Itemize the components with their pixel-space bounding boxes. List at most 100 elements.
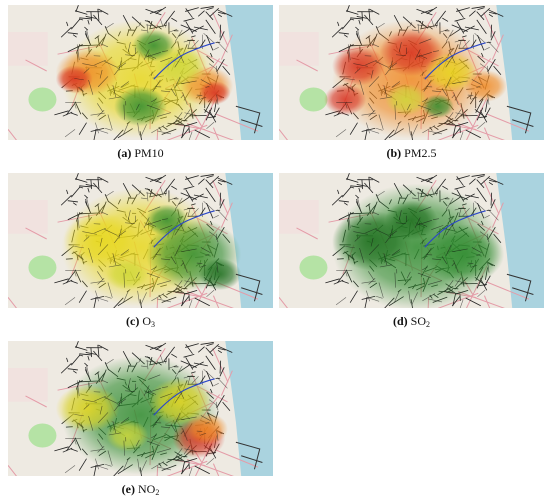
river xyxy=(424,42,486,80)
street xyxy=(476,253,481,256)
street xyxy=(155,6,167,15)
street xyxy=(100,211,109,216)
street xyxy=(183,186,195,190)
heat-area xyxy=(198,80,231,105)
heat-area xyxy=(106,419,149,452)
street xyxy=(394,122,400,135)
street xyxy=(206,35,214,51)
street xyxy=(445,76,452,89)
street xyxy=(200,342,214,345)
street xyxy=(217,349,222,354)
street xyxy=(208,116,216,119)
map xyxy=(8,173,273,308)
heat-area xyxy=(332,45,385,86)
street xyxy=(411,197,419,200)
street xyxy=(191,361,204,369)
field xyxy=(8,368,48,402)
street xyxy=(215,236,219,243)
street xyxy=(74,102,77,109)
street xyxy=(379,96,393,100)
street xyxy=(444,112,454,125)
street xyxy=(161,90,171,93)
street xyxy=(140,29,148,32)
street xyxy=(456,176,464,186)
street xyxy=(183,354,195,358)
street xyxy=(464,26,479,31)
street xyxy=(217,41,228,53)
street xyxy=(417,24,427,27)
street xyxy=(147,222,157,227)
street xyxy=(183,39,193,43)
street xyxy=(191,40,199,48)
street xyxy=(423,247,432,260)
street xyxy=(428,130,443,135)
street xyxy=(173,448,183,461)
street xyxy=(430,186,435,196)
street xyxy=(183,375,193,379)
street xyxy=(455,112,468,116)
street xyxy=(173,280,183,293)
street xyxy=(117,398,127,406)
road xyxy=(483,295,491,308)
caption-name: PM2.5 xyxy=(404,146,437,160)
street xyxy=(60,26,72,38)
street xyxy=(442,17,449,22)
street xyxy=(191,208,199,216)
street xyxy=(93,297,97,308)
road xyxy=(296,227,318,240)
street xyxy=(98,176,109,183)
street xyxy=(206,371,214,387)
street xyxy=(160,225,173,230)
heat-area xyxy=(63,212,138,269)
street xyxy=(368,278,376,285)
street xyxy=(347,212,351,229)
street xyxy=(408,122,411,136)
street xyxy=(60,362,72,374)
street xyxy=(378,282,384,298)
street xyxy=(76,212,80,229)
street xyxy=(54,278,69,284)
caption-label: (a) xyxy=(117,146,132,160)
street xyxy=(88,247,94,263)
street xyxy=(120,249,129,256)
street xyxy=(74,270,77,277)
street xyxy=(138,190,142,195)
street xyxy=(484,47,490,51)
street xyxy=(78,458,87,471)
street xyxy=(366,128,380,134)
street xyxy=(396,222,406,225)
street xyxy=(78,422,84,428)
street xyxy=(200,415,211,421)
street xyxy=(368,176,371,189)
street xyxy=(183,109,191,119)
street xyxy=(366,290,370,302)
street xyxy=(95,296,109,302)
street xyxy=(427,280,442,285)
street xyxy=(135,271,140,279)
street xyxy=(417,272,432,279)
street xyxy=(394,290,400,303)
street xyxy=(64,129,76,138)
street xyxy=(205,19,216,34)
street xyxy=(175,460,190,462)
heat-area xyxy=(153,45,207,86)
street xyxy=(487,94,490,105)
street xyxy=(341,18,352,30)
field xyxy=(8,32,48,66)
street xyxy=(341,186,352,198)
street xyxy=(371,43,380,48)
street xyxy=(383,253,388,266)
street xyxy=(181,248,197,252)
port xyxy=(235,105,263,134)
street xyxy=(356,184,368,187)
sea xyxy=(225,5,273,140)
street xyxy=(219,31,225,41)
port xyxy=(235,441,263,470)
street xyxy=(105,23,114,29)
panel: (d) SO2 xyxy=(279,173,544,329)
street xyxy=(108,96,122,100)
street xyxy=(67,368,78,371)
street xyxy=(434,10,447,26)
street xyxy=(64,465,76,474)
street xyxy=(107,450,113,466)
